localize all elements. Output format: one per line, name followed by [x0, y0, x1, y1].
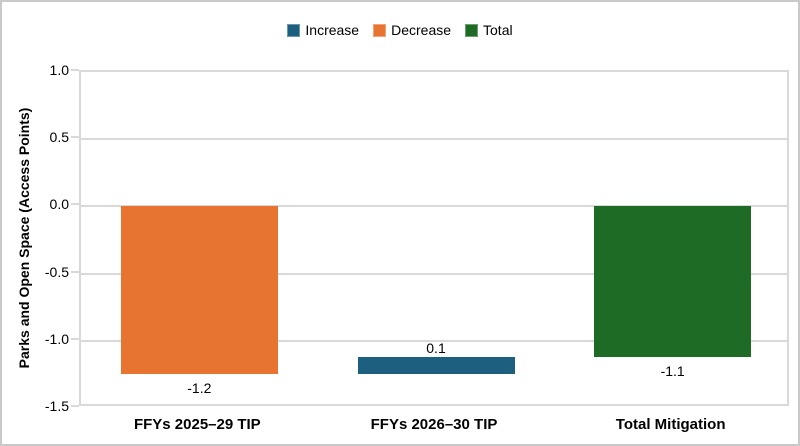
y-tick-label--1.0: -1.0 [44, 330, 69, 347]
y-tick-label-1.0: 1.0 [49, 62, 69, 78]
bar-value-label: 0.1 [426, 339, 446, 356]
y-axis-title: Parks and Open Space (Access Points) [16, 107, 32, 369]
plot-area: -1.2 0.1 -1.1 [79, 70, 789, 406]
gridline--1.0 [81, 339, 787, 342]
bar-value-label: -1.1 [660, 362, 685, 379]
legend-swatch-total [465, 23, 479, 37]
legend-item-decrease: Decrease [373, 23, 451, 37]
gridline--0.5 [81, 272, 787, 275]
bar-value-label: -1.2 [187, 380, 212, 397]
legend-item-increase: Increase [287, 23, 359, 37]
legend-swatch-decrease [373, 23, 387, 37]
gridline-0.5 [81, 138, 787, 141]
category-label: FFYs 2026–30 TIP [370, 416, 498, 433]
legend-swatch-increase [287, 23, 301, 37]
y-tick-mark-0.5 [71, 136, 79, 139]
legend-label: Decrease [391, 22, 452, 38]
y-tick-mark-0.0 [71, 203, 79, 206]
gridline-0.0 [81, 205, 787, 208]
y-tick-label-0.5: 0.5 [49, 129, 69, 146]
y-tick-mark--1.0 [71, 337, 79, 340]
y-tick-mark-1.0 [71, 69, 79, 71]
bar-total [594, 206, 752, 357]
chart-legend: Increase Decrease Total [2, 23, 798, 37]
legend-label: Total [483, 22, 513, 38]
bar-decrease [120, 206, 278, 375]
y-tick-mark--1.5 [71, 405, 79, 407]
y-tick-label-0.0: 0.0 [49, 196, 69, 213]
y-tick-label--0.5: -0.5 [44, 263, 69, 280]
category-label: Total Mitigation [615, 416, 726, 433]
legend-label: Increase [305, 22, 360, 38]
y-tick-label--1.5: -1.5 [44, 398, 69, 414]
y-tick-mark--0.5 [71, 270, 79, 273]
legend-item-total: Total [465, 23, 513, 37]
bar-increase [357, 356, 515, 375]
category-label: FFYs 2025–29 TIP [133, 416, 261, 433]
